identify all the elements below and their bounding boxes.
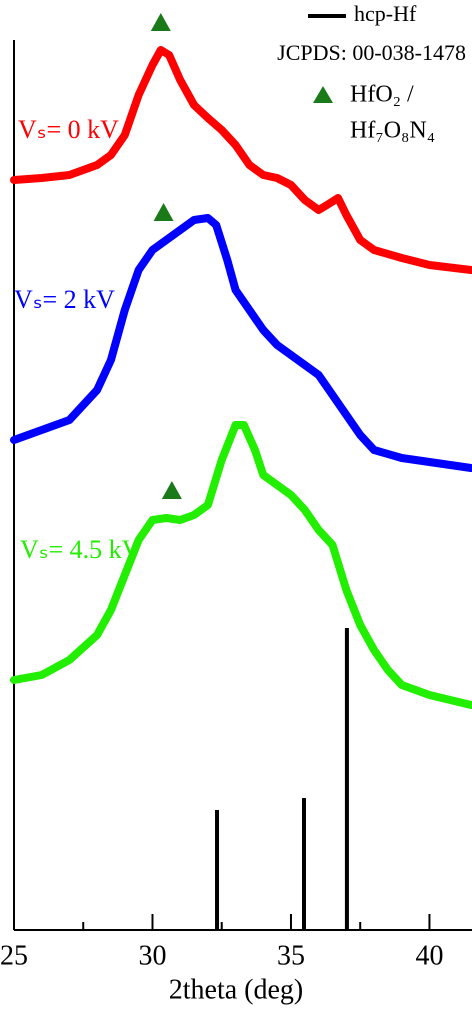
- phase-marker: [161, 481, 182, 499]
- legend-label: Hf₇O₈N₄: [350, 118, 435, 144]
- series-line: [10, 421, 472, 709]
- series-line: [10, 214, 472, 472]
- series-line: [10, 46, 472, 274]
- series-label: Vₛ= 0 kV: [18, 115, 119, 144]
- x-axis-title: 2theta (deg): [169, 974, 304, 1005]
- phase-marker: [153, 203, 174, 221]
- x-tick-label: 25: [0, 940, 28, 971]
- legend-label: HfO₂ /: [350, 82, 414, 108]
- series-label: Vₛ= 2 kV: [14, 285, 115, 314]
- x-tick-label: 40: [415, 940, 443, 971]
- legend-label: JCPDS: 00-038-1478: [277, 40, 466, 65]
- series-label: Vₛ= 4.5 kV: [20, 535, 141, 564]
- x-tick-label: 35: [277, 940, 305, 971]
- x-tick-label: 30: [138, 940, 166, 971]
- legend-marker: [313, 86, 333, 103]
- legend-label: hcp-Hf: [354, 1, 417, 26]
- phase-marker: [150, 13, 171, 31]
